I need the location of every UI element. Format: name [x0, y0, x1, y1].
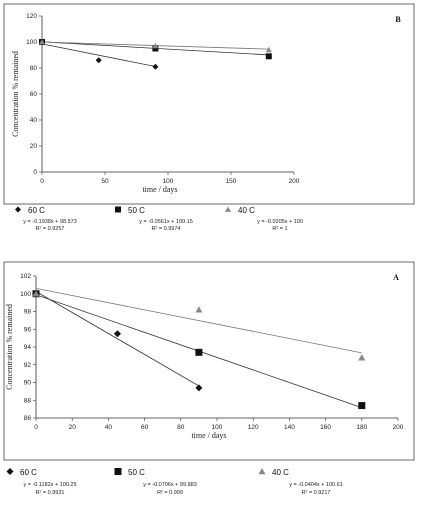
y-tick-label: 40: [30, 117, 38, 124]
legend-marker: [258, 468, 266, 475]
y-tick-label: 0: [33, 169, 37, 176]
x-tick-label: 200: [393, 424, 404, 431]
x-tick-label: 50: [101, 178, 109, 185]
legend-label: 40 C: [272, 468, 289, 477]
trend-equation: y = -0.1938x + 98.573: [23, 219, 77, 225]
data-point: [152, 63, 159, 70]
x-tick-label: 150: [226, 178, 237, 185]
legend-marker: [114, 468, 122, 475]
y-axis-label: Concentration % remained: [5, 304, 14, 390]
y-tick-label: 100: [20, 291, 31, 298]
data-point: [265, 53, 272, 60]
data-point: [113, 330, 121, 338]
trendline: [35, 291, 200, 387]
x-tick-label: 0: [40, 178, 44, 185]
x-tick-label: 180: [356, 424, 367, 431]
y-tick-label: 88: [24, 397, 32, 404]
chart-a-svg: 86 88 90 92 94 96 98 100 102 0 20 40 60 80 100 120 140 16…: [3, 261, 415, 496]
data-point: [32, 290, 40, 297]
trend-r-squared: R² = 0.9974: [152, 226, 181, 232]
x-tick-label: 80: [177, 424, 185, 431]
x-tick-label: 160: [320, 424, 331, 431]
y-tick-label: 92: [24, 362, 32, 369]
y-tick-label: 96: [24, 326, 32, 333]
y-tick-label: 98: [24, 309, 32, 316]
legend-marker: [225, 206, 231, 212]
x-tick-label: 60: [141, 424, 149, 431]
x-tick-label: 20: [69, 424, 77, 431]
x-axis-label: time / days: [191, 431, 226, 440]
y-tick-label: 94: [24, 344, 32, 351]
data-point: [358, 402, 366, 410]
data-point: [95, 57, 102, 64]
y-axis-label: Concentration % remained: [11, 51, 20, 137]
y-tick-label: 60: [30, 91, 38, 98]
legend-marker: [15, 206, 21, 213]
legend-marker: [115, 206, 121, 213]
data-point: [195, 384, 203, 392]
y-tick-label: 20: [30, 143, 38, 150]
panel-label: A: [393, 273, 399, 282]
data-point: [152, 45, 159, 52]
x-tick-label: 40: [105, 424, 113, 431]
data-point: [265, 46, 272, 53]
trend-r-squared: R² = 1: [272, 226, 287, 232]
y-tick-label: 120: [26, 13, 37, 20]
legend-label: 50 C: [128, 206, 145, 215]
legend-label: 60 C: [28, 206, 45, 215]
legend-marker: [6, 468, 14, 475]
trend-r-squared: R² = 0.9931: [36, 490, 65, 496]
y-tick-label: 86: [24, 415, 32, 422]
trend-r-squared: R² = 0.9217: [302, 490, 331, 496]
chart-panel-b: 0 20 40 60 80 100 120 0 50 100 150 200 time / days Co…: [0, 0, 421, 258]
trend-equation: y = -0.0706x + 99.883: [143, 482, 197, 488]
data-point: [358, 354, 366, 361]
chart-frame: [3, 261, 415, 461]
trend-equation: y = -0.0305x + 100: [257, 219, 303, 225]
chart-b-svg: 0 20 40 60 80 100 120 0 50 100 150 200 time / days Co…: [3, 3, 415, 232]
data-point: [195, 306, 203, 313]
chart-frame: [3, 3, 415, 205]
panel-label: B: [395, 15, 401, 24]
trendline: [41, 43, 156, 67]
x-tick-label: 100: [163, 178, 174, 185]
y-tick-label: 100: [26, 39, 37, 46]
trend-r-squared: R² = 0.999: [157, 490, 183, 496]
x-tick-label: 140: [284, 424, 295, 431]
trend-r-squared: R² = 0.9257: [36, 226, 65, 232]
trendline: [35, 287, 362, 354]
x-tick-label: 100: [212, 424, 223, 431]
data-point: [152, 42, 159, 49]
x-axis-label: time / days: [142, 185, 177, 194]
y-tick-label: 102: [20, 273, 31, 280]
legend-label: 50 C: [128, 468, 145, 477]
legend-label: 60 C: [20, 468, 37, 477]
legend-label: 40 C: [238, 206, 255, 215]
x-tick-label: 120: [248, 424, 259, 431]
trend-equation: y = -0.1182x + 100.25: [23, 482, 76, 488]
chart-panel-a: 86 88 90 92 94 96 98 100 102 0 20 40 60 80 100 120 140 16…: [0, 258, 421, 521]
data-point: [195, 348, 203, 356]
x-tick-label: 200: [289, 178, 300, 185]
data-point: [39, 39, 45, 45]
y-tick-label: 90: [24, 380, 32, 387]
x-tick-label: 0: [34, 424, 38, 431]
trend-equation: y = -0.0561x + 100.15: [139, 219, 193, 225]
y-tick-label: 80: [30, 65, 38, 72]
trend-equation: y = -0.0404x + 100.61: [289, 482, 343, 488]
